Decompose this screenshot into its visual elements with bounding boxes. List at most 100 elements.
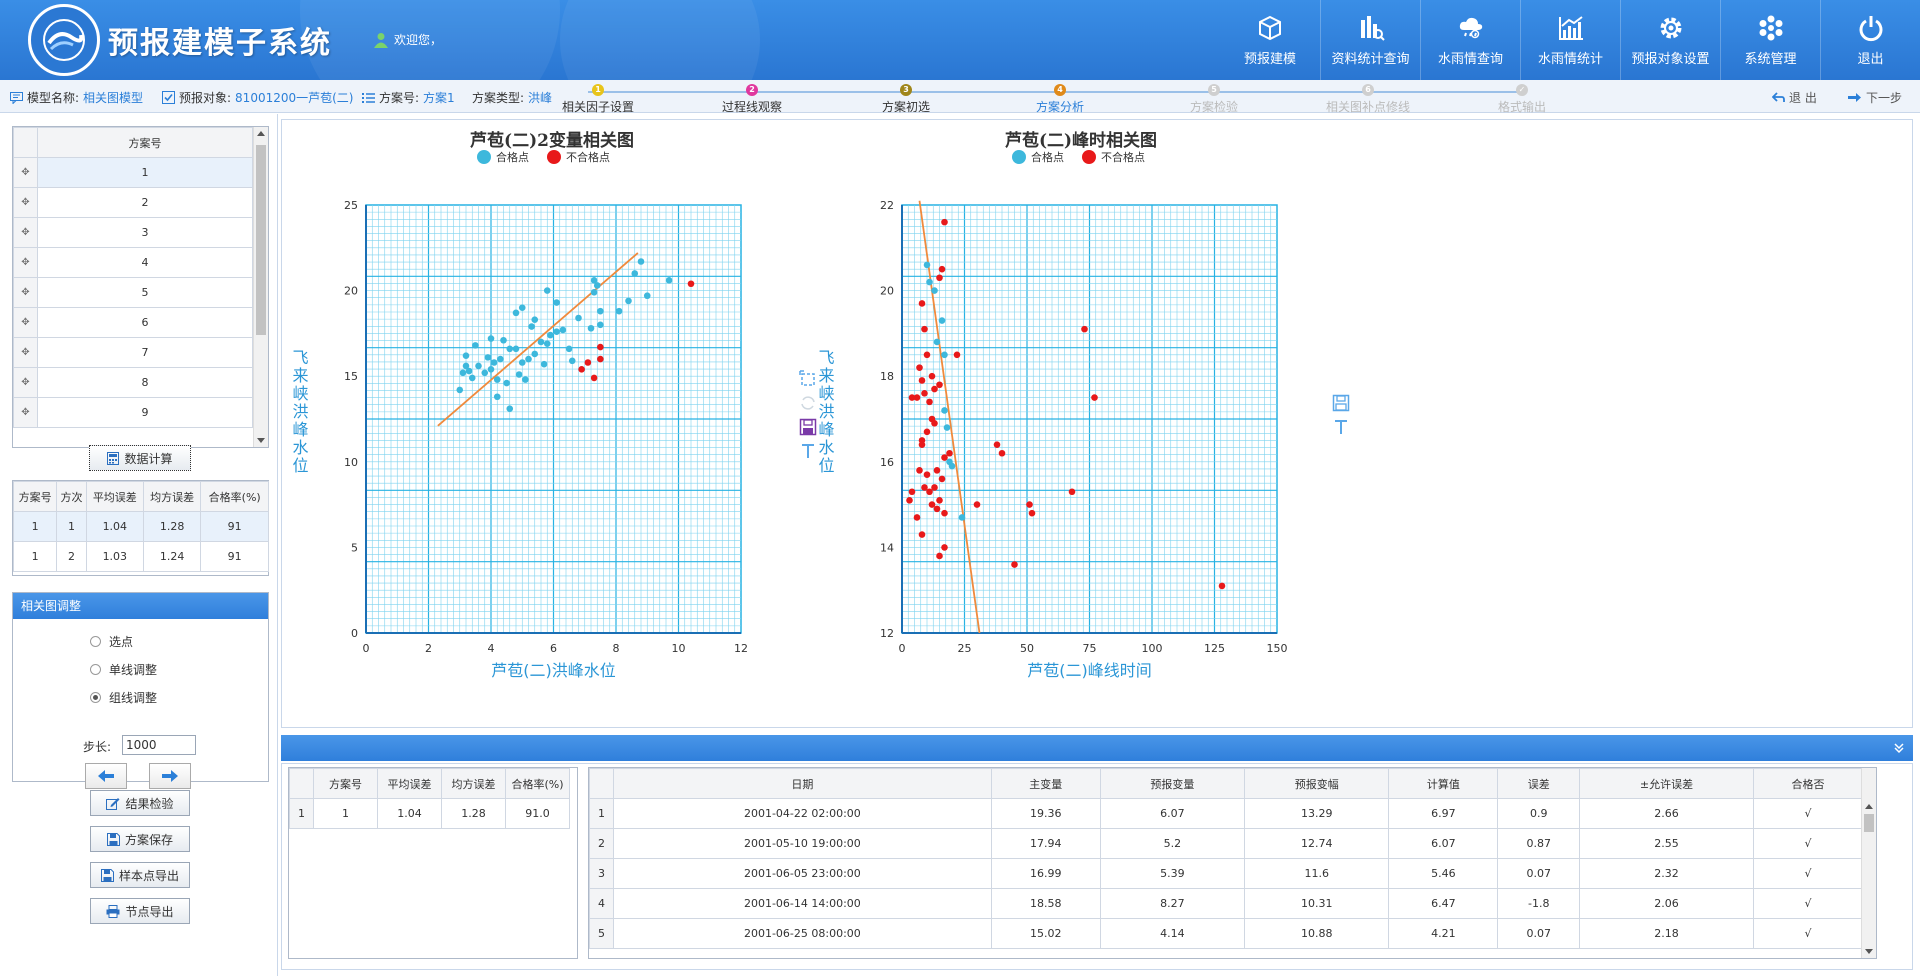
expand-icon[interactable]: ✥ — [13, 187, 38, 218]
unqualified-point[interactable] — [918, 441, 926, 448]
qualified-point[interactable] — [475, 362, 482, 370]
qualified-point[interactable] — [500, 336, 507, 344]
unqualified-point[interactable] — [998, 449, 1006, 457]
qualified-point[interactable] — [512, 345, 520, 353]
unqualified-point[interactable] — [936, 381, 943, 389]
radio-group-line[interactable]: 组线调整 — [90, 689, 157, 706]
expand-icon[interactable]: ✥ — [13, 307, 38, 338]
move-right-button[interactable] — [149, 763, 191, 789]
next-step-button[interactable]: 下一步 — [1848, 89, 1902, 106]
nav-data-query[interactable]: 资料统计查询 — [1320, 0, 1420, 80]
unqualified-point[interactable] — [918, 300, 926, 307]
export-samples-button[interactable]: 样本点导出 — [90, 862, 190, 888]
qualified-point[interactable] — [593, 282, 601, 289]
detail-row[interactable]: 2 2001-05-10 19:00:00 17.94 5.2 12.74 6.07 0.8… — [589, 828, 1864, 859]
unqualified-point[interactable] — [941, 509, 948, 517]
unqualified-point[interactable] — [590, 374, 598, 382]
unqualified-point[interactable] — [1028, 509, 1036, 517]
scroll-up-icon[interactable] — [257, 131, 265, 136]
qualified-point[interactable] — [565, 345, 573, 353]
scheme-row[interactable]: ✥ 7 — [13, 337, 253, 368]
qualified-point[interactable] — [503, 379, 510, 387]
step-1[interactable]: 1 相关因子设置 — [538, 84, 658, 115]
text-tool-icon[interactable] — [1332, 418, 1350, 439]
unqualified-point[interactable] — [941, 544, 948, 551]
step-2[interactable]: 2 过程线观察 — [692, 84, 812, 115]
qualified-point[interactable] — [926, 278, 933, 286]
qualified-point[interactable] — [568, 357, 576, 365]
qualified-point[interactable] — [931, 287, 938, 294]
qualified-point[interactable] — [465, 367, 473, 375]
qualified-point[interactable] — [487, 366, 495, 373]
scroll-thumb[interactable] — [256, 145, 266, 335]
collapse-icon[interactable] — [1893, 742, 1905, 754]
unqualified-point[interactable] — [923, 351, 931, 359]
unqualified-point[interactable] — [1026, 501, 1033, 508]
unqualified-point[interactable] — [916, 364, 923, 371]
scheme-row[interactable]: ✥ 6 — [13, 307, 253, 338]
scroll-down-icon[interactable] — [257, 438, 265, 443]
qualified-point[interactable] — [923, 261, 931, 269]
scroll-up-icon[interactable] — [1865, 804, 1873, 809]
detail-row[interactable]: 3 2001-06-05 23:00:00 16.99 5.39 11.6 5.46 0.0… — [589, 858, 1864, 889]
qualified-point[interactable] — [958, 514, 966, 521]
qualified-point[interactable] — [462, 362, 470, 370]
text-tool-icon[interactable] — [799, 442, 817, 463]
expand-icon[interactable]: ✥ — [13, 277, 38, 308]
unqualified-point[interactable] — [928, 372, 936, 380]
qualified-point[interactable] — [597, 321, 604, 329]
qualified-point[interactable] — [531, 316, 539, 324]
qualified-point[interactable] — [525, 355, 532, 363]
expand-icon[interactable]: ✥ — [13, 217, 38, 248]
unqualified-point[interactable] — [908, 488, 916, 496]
qualified-point[interactable] — [637, 258, 645, 265]
unqualified-point[interactable] — [933, 467, 941, 474]
qualified-point[interactable] — [487, 335, 495, 342]
unqualified-point[interactable] — [926, 398, 933, 406]
unqualified-point[interactable] — [931, 385, 938, 393]
unqualified-point[interactable] — [597, 343, 604, 351]
step-5[interactable]: 5 方案检验 — [1154, 84, 1274, 115]
qualified-point[interactable] — [938, 317, 946, 324]
unqualified-point[interactable] — [918, 377, 926, 384]
unqualified-point[interactable] — [578, 366, 585, 373]
unqualified-point[interactable] — [1011, 561, 1018, 568]
qualified-point[interactable] — [590, 289, 598, 296]
unqualified-point[interactable] — [946, 449, 953, 457]
expand-icon[interactable]: ✥ — [13, 367, 38, 398]
qualified-point[interactable] — [575, 314, 582, 322]
qualified-point[interactable] — [531, 350, 539, 358]
qualified-point[interactable] — [665, 277, 673, 284]
scheme-row[interactable]: ✥ 3 — [13, 217, 253, 248]
unqualified-point[interactable] — [953, 351, 961, 359]
fit-line[interactable] — [918, 200, 981, 633]
unqualified-point[interactable] — [916, 467, 923, 474]
qualified-point[interactable] — [512, 309, 520, 317]
refresh-icon[interactable] — [799, 394, 817, 415]
unqualified-point[interactable] — [928, 501, 936, 508]
qualified-point[interactable] — [472, 342, 479, 349]
qualified-point[interactable] — [522, 376, 529, 383]
qualified-point[interactable] — [948, 462, 956, 470]
detail-row[interactable]: 1 2001-04-22 02:00:00 19.36 6.07 13.29 6.97 0.… — [589, 798, 1864, 829]
unqualified-point[interactable] — [923, 428, 931, 436]
qualified-point[interactable] — [615, 307, 623, 315]
unqualified-point[interactable] — [913, 394, 921, 401]
qualified-point[interactable] — [933, 338, 941, 346]
unqualified-point[interactable] — [936, 497, 943, 504]
unqualified-point[interactable] — [938, 475, 946, 483]
qualified-point[interactable] — [631, 270, 639, 277]
qualified-point[interactable] — [537, 338, 545, 346]
save-chart-icon[interactable] — [1332, 394, 1350, 415]
unqualified-point[interactable] — [908, 394, 916, 401]
unqualified-point[interactable] — [921, 390, 928, 397]
expand-icon[interactable]: ✥ — [13, 247, 38, 278]
unqualified-point[interactable] — [923, 471, 931, 478]
qualified-point[interactable] — [590, 277, 598, 284]
qualified-point[interactable] — [543, 287, 551, 294]
qualified-point[interactable] — [587, 324, 595, 332]
unqualified-point[interactable] — [1091, 394, 1098, 401]
qualified-point[interactable] — [506, 345, 514, 353]
qualified-point[interactable] — [497, 355, 504, 363]
qualified-point[interactable] — [547, 331, 554, 339]
